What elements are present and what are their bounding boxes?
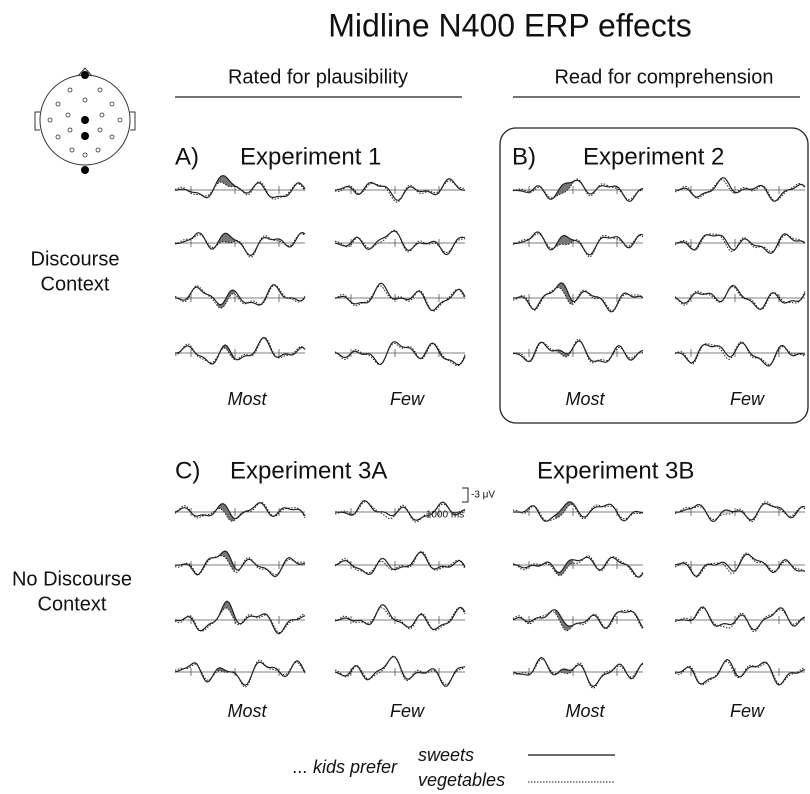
waveform-solid — [512, 340, 644, 363]
row-label: Discourse — [31, 248, 120, 270]
waveform-dotted — [512, 609, 644, 632]
panel-title: Experiment 3B — [537, 457, 694, 484]
row-label: Context — [38, 593, 107, 615]
legend-item: sweets — [418, 745, 474, 765]
waveform-dotted — [674, 233, 806, 253]
row-label: Context — [41, 273, 110, 295]
effect-shading — [217, 503, 235, 522]
waveform-solid — [174, 660, 306, 686]
condition-label: Most — [565, 701, 605, 721]
scale-bar: -3 μV 1000 ms — [426, 487, 495, 521]
waveform-solid — [174, 600, 306, 635]
waveform-solid — [334, 230, 466, 256]
panel-label: C) — [175, 457, 200, 484]
waveform-solid — [512, 179, 644, 203]
waveform-dotted — [174, 607, 306, 634]
waveform-dotted — [334, 550, 466, 574]
waveform-dotted — [334, 285, 466, 312]
legend-item: vegetables — [418, 770, 505, 790]
waveform-dotted — [674, 286, 806, 311]
condition-label: Most — [227, 701, 267, 721]
scale-time: 1000 ms — [426, 510, 464, 521]
waveform-solid — [334, 178, 466, 201]
legend-prefix: ... kids prefer — [293, 757, 398, 777]
waveform-solid — [174, 550, 306, 578]
column-header: Read for comprehension — [554, 66, 773, 88]
waveform-solid — [334, 499, 466, 521]
condition-label: Most — [565, 389, 605, 409]
waveform-solid — [674, 606, 806, 631]
panel-title: Experiment 2 — [583, 143, 724, 170]
effect-shading — [555, 181, 573, 197]
waveform-dotted — [512, 287, 644, 312]
waveform-solid — [674, 176, 806, 202]
waveform-dotted — [334, 655, 466, 685]
scale-amplitude: -3 μV — [471, 490, 495, 501]
waveform-dotted — [334, 607, 466, 632]
waveform-dotted — [674, 341, 806, 366]
column-header: Rated for plausibility — [228, 66, 408, 88]
condition-label: Few — [390, 701, 425, 721]
panel-title: Experiment 3A — [230, 457, 387, 484]
effect-shading — [555, 282, 573, 305]
waveform-dotted — [174, 501, 306, 522]
waveform-solid — [512, 656, 644, 688]
waveform-solid — [512, 556, 644, 578]
waveform-dotted — [334, 342, 466, 367]
waveform-solid — [674, 553, 806, 578]
waveform-dotted — [174, 232, 306, 258]
figure-title: Midline N400 ERP effects — [328, 7, 691, 43]
panel-title: Experiment 1 — [240, 143, 381, 170]
waveform-dotted — [674, 607, 806, 633]
effect-shading — [217, 233, 235, 246]
waveform-dotted — [674, 660, 806, 686]
waveform-dotted — [334, 229, 466, 254]
waveform-dotted — [334, 180, 466, 203]
waveform-dotted — [674, 552, 806, 578]
effect-shading — [217, 345, 235, 360]
waveform-solid — [674, 284, 806, 310]
waveform-solid — [175, 337, 306, 365]
row-label: No Discourse — [12, 568, 132, 590]
waveform-solid — [334, 341, 466, 366]
waveform-dotted — [512, 338, 644, 364]
condition-label: Few — [390, 389, 425, 409]
waveform-dotted — [512, 178, 643, 201]
waveform-solid — [513, 282, 644, 313]
panel-frame — [499, 127, 809, 424]
waveform-dotted — [674, 501, 806, 523]
condition-label: Most — [227, 389, 267, 409]
panel-label: A) — [175, 143, 199, 170]
head-map — [34, 67, 136, 174]
condition-label: Few — [730, 701, 765, 721]
waveform-dotted — [512, 503, 644, 522]
waveform-solid — [174, 231, 306, 257]
waveform-solid — [334, 604, 466, 630]
waveform-solid — [674, 233, 806, 255]
waveform-solid — [512, 609, 644, 629]
waveform-solid — [334, 282, 466, 312]
effect-shading — [555, 501, 573, 519]
waveform-solid — [674, 502, 806, 523]
waveform-solid — [512, 231, 644, 256]
waveform-dotted — [174, 180, 306, 200]
panel-label: B) — [512, 143, 536, 170]
waveform-solid — [174, 502, 306, 520]
waveform-dotted — [174, 555, 306, 576]
effect-shading — [555, 347, 573, 357]
waveform-solid — [674, 342, 806, 367]
waveform-solid — [334, 655, 466, 687]
waveform-dotted — [174, 659, 306, 688]
waveform-solid — [174, 284, 306, 306]
effect-shading — [217, 175, 235, 187]
waveform-dotted — [512, 233, 644, 258]
condition-label: Few — [730, 389, 765, 409]
waveform-dotted — [512, 555, 644, 578]
waveform-solid — [334, 551, 466, 576]
waveform-dotted — [512, 658, 644, 689]
